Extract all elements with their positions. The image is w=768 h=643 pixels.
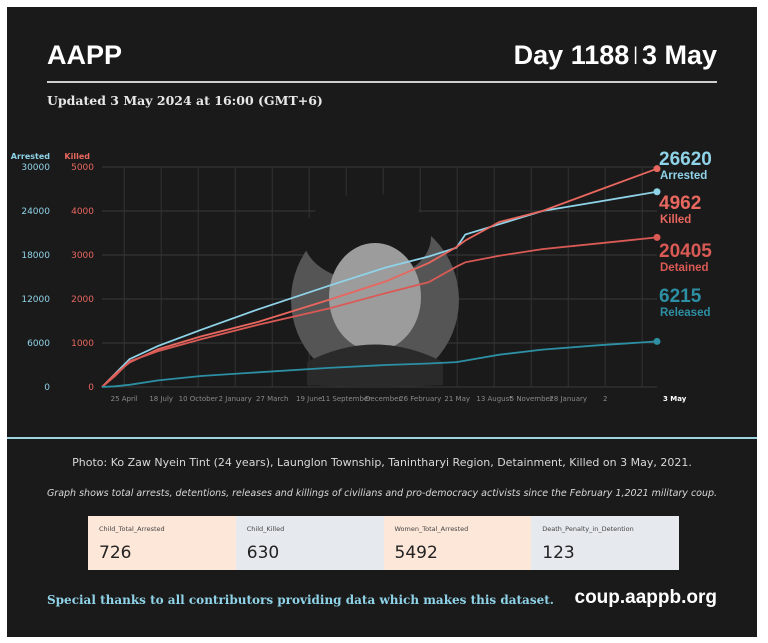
stat-value: 123: [542, 543, 575, 563]
x-tick-label: 10 October: [179, 395, 218, 403]
stat-value: 5492: [394, 543, 438, 563]
left-axis-title: Arrested: [11, 152, 51, 161]
stat-card-child-arrested: Child_Total_Arrested 726: [88, 516, 236, 570]
stat-card-child-killed: Child_Killed 630: [235, 516, 384, 570]
x-tick-label: 18 July: [149, 395, 173, 403]
right-tick-label: 3000: [71, 251, 94, 261]
x-tick-label: 11 September: [321, 395, 371, 403]
x-tick-label: 2: [603, 395, 607, 403]
series-end-value: 26620: [659, 149, 712, 170]
series-end-label: Released: [660, 307, 711, 319]
org-title: AAPP: [47, 40, 123, 70]
stat-card-death-penalty: Death_Penalty_in_Detention 123: [531, 516, 679, 570]
x-tick-label: 21 May: [444, 395, 470, 403]
x-tick-label: 2 January: [219, 395, 252, 403]
updated-timestamp: Updated 3 May 2024 at 16:00 (GMT+6): [47, 93, 323, 108]
stat-label: Women_Total_Arrested: [394, 525, 469, 533]
x-tick-label: 13 August: [476, 395, 512, 403]
thanks-text: Special thanks to all contributors provi…: [47, 593, 554, 607]
series-end-label: Killed: [660, 214, 691, 226]
stat-label: Child_Killed: [246, 525, 285, 533]
left-tick-label: 18000: [21, 251, 50, 261]
right-tick-label: 5000: [71, 163, 94, 173]
left-tick-label: 0: [44, 383, 50, 393]
right-tick-label: 2000: [71, 295, 94, 305]
stat-value: 630: [246, 543, 280, 563]
day-label: Day 1188: [513, 40, 630, 70]
stat-label: Death_Penalty_in_Detention: [542, 525, 634, 533]
x-tick-label: 28 January: [549, 395, 587, 403]
day-separator: |: [633, 44, 638, 64]
line-chart: 0 0 6000 1000 12000 2000 18000 3000 24000 4000 300…: [11, 149, 713, 403]
x-tick-label: December: [365, 395, 401, 403]
right-axis-title: Killed: [64, 152, 90, 161]
series-end-label: Arrested: [660, 170, 707, 182]
x-tick-label: 27 March: [256, 395, 288, 403]
right-tick-label: 1000: [71, 339, 94, 349]
graph-note: Graph shows total arrests, detentions, r…: [46, 488, 718, 499]
right-tick-label: 0: [88, 383, 94, 393]
section-divider: [7, 437, 757, 439]
day-heading: Day 1188 | 3 May: [514, 40, 717, 71]
left-tick-label: 30000: [21, 163, 50, 173]
right-tick-label: 4000: [71, 207, 94, 217]
series-end-value: 4962: [659, 193, 701, 214]
series-line-released: [101, 340, 658, 388]
series-end-value: 20405: [659, 241, 712, 262]
series-end-point-released: [653, 337, 661, 345]
series-end-point-killed: [653, 165, 661, 173]
series-line-detained: [101, 236, 658, 388]
header-divider: [47, 81, 717, 83]
x-tick-label: 5 November: [510, 395, 553, 403]
stat-value: 726: [99, 543, 132, 563]
stat-label: Child_Total_Arrested: [99, 525, 165, 533]
stat-card-women-arrested: Women_Total_Arrested 5492: [383, 516, 532, 570]
x-tick-label: 19 June: [296, 395, 322, 403]
infographic-panel: AAPP Day 1188 | 3 May Updated 3 May 2024 a…: [7, 7, 757, 637]
stat-cards: Child_Total_Arrested 726 Child_Killed 63…: [88, 516, 679, 570]
left-tick-label: 6000: [27, 339, 50, 349]
date-label: 3 May: [641, 40, 717, 70]
series-end-point-detained: [653, 233, 661, 241]
x-tick-label: 3 May: [663, 395, 687, 403]
series-end-point-arrested: [653, 188, 661, 196]
x-tick-label: 25 April: [111, 395, 138, 403]
x-tick-label: 26 February: [399, 395, 441, 403]
site-link[interactable]: coup.aappb.org: [574, 587, 718, 608]
photo-caption: Photo: Ko Zaw Nyein Tint (24 years), Lau…: [72, 456, 692, 469]
left-tick-label: 12000: [21, 295, 50, 305]
left-tick-label: 24000: [21, 207, 50, 217]
series-end-label: Detained: [660, 262, 709, 274]
photo-face: [329, 243, 421, 351]
series-end-value: 6215: [659, 286, 702, 307]
